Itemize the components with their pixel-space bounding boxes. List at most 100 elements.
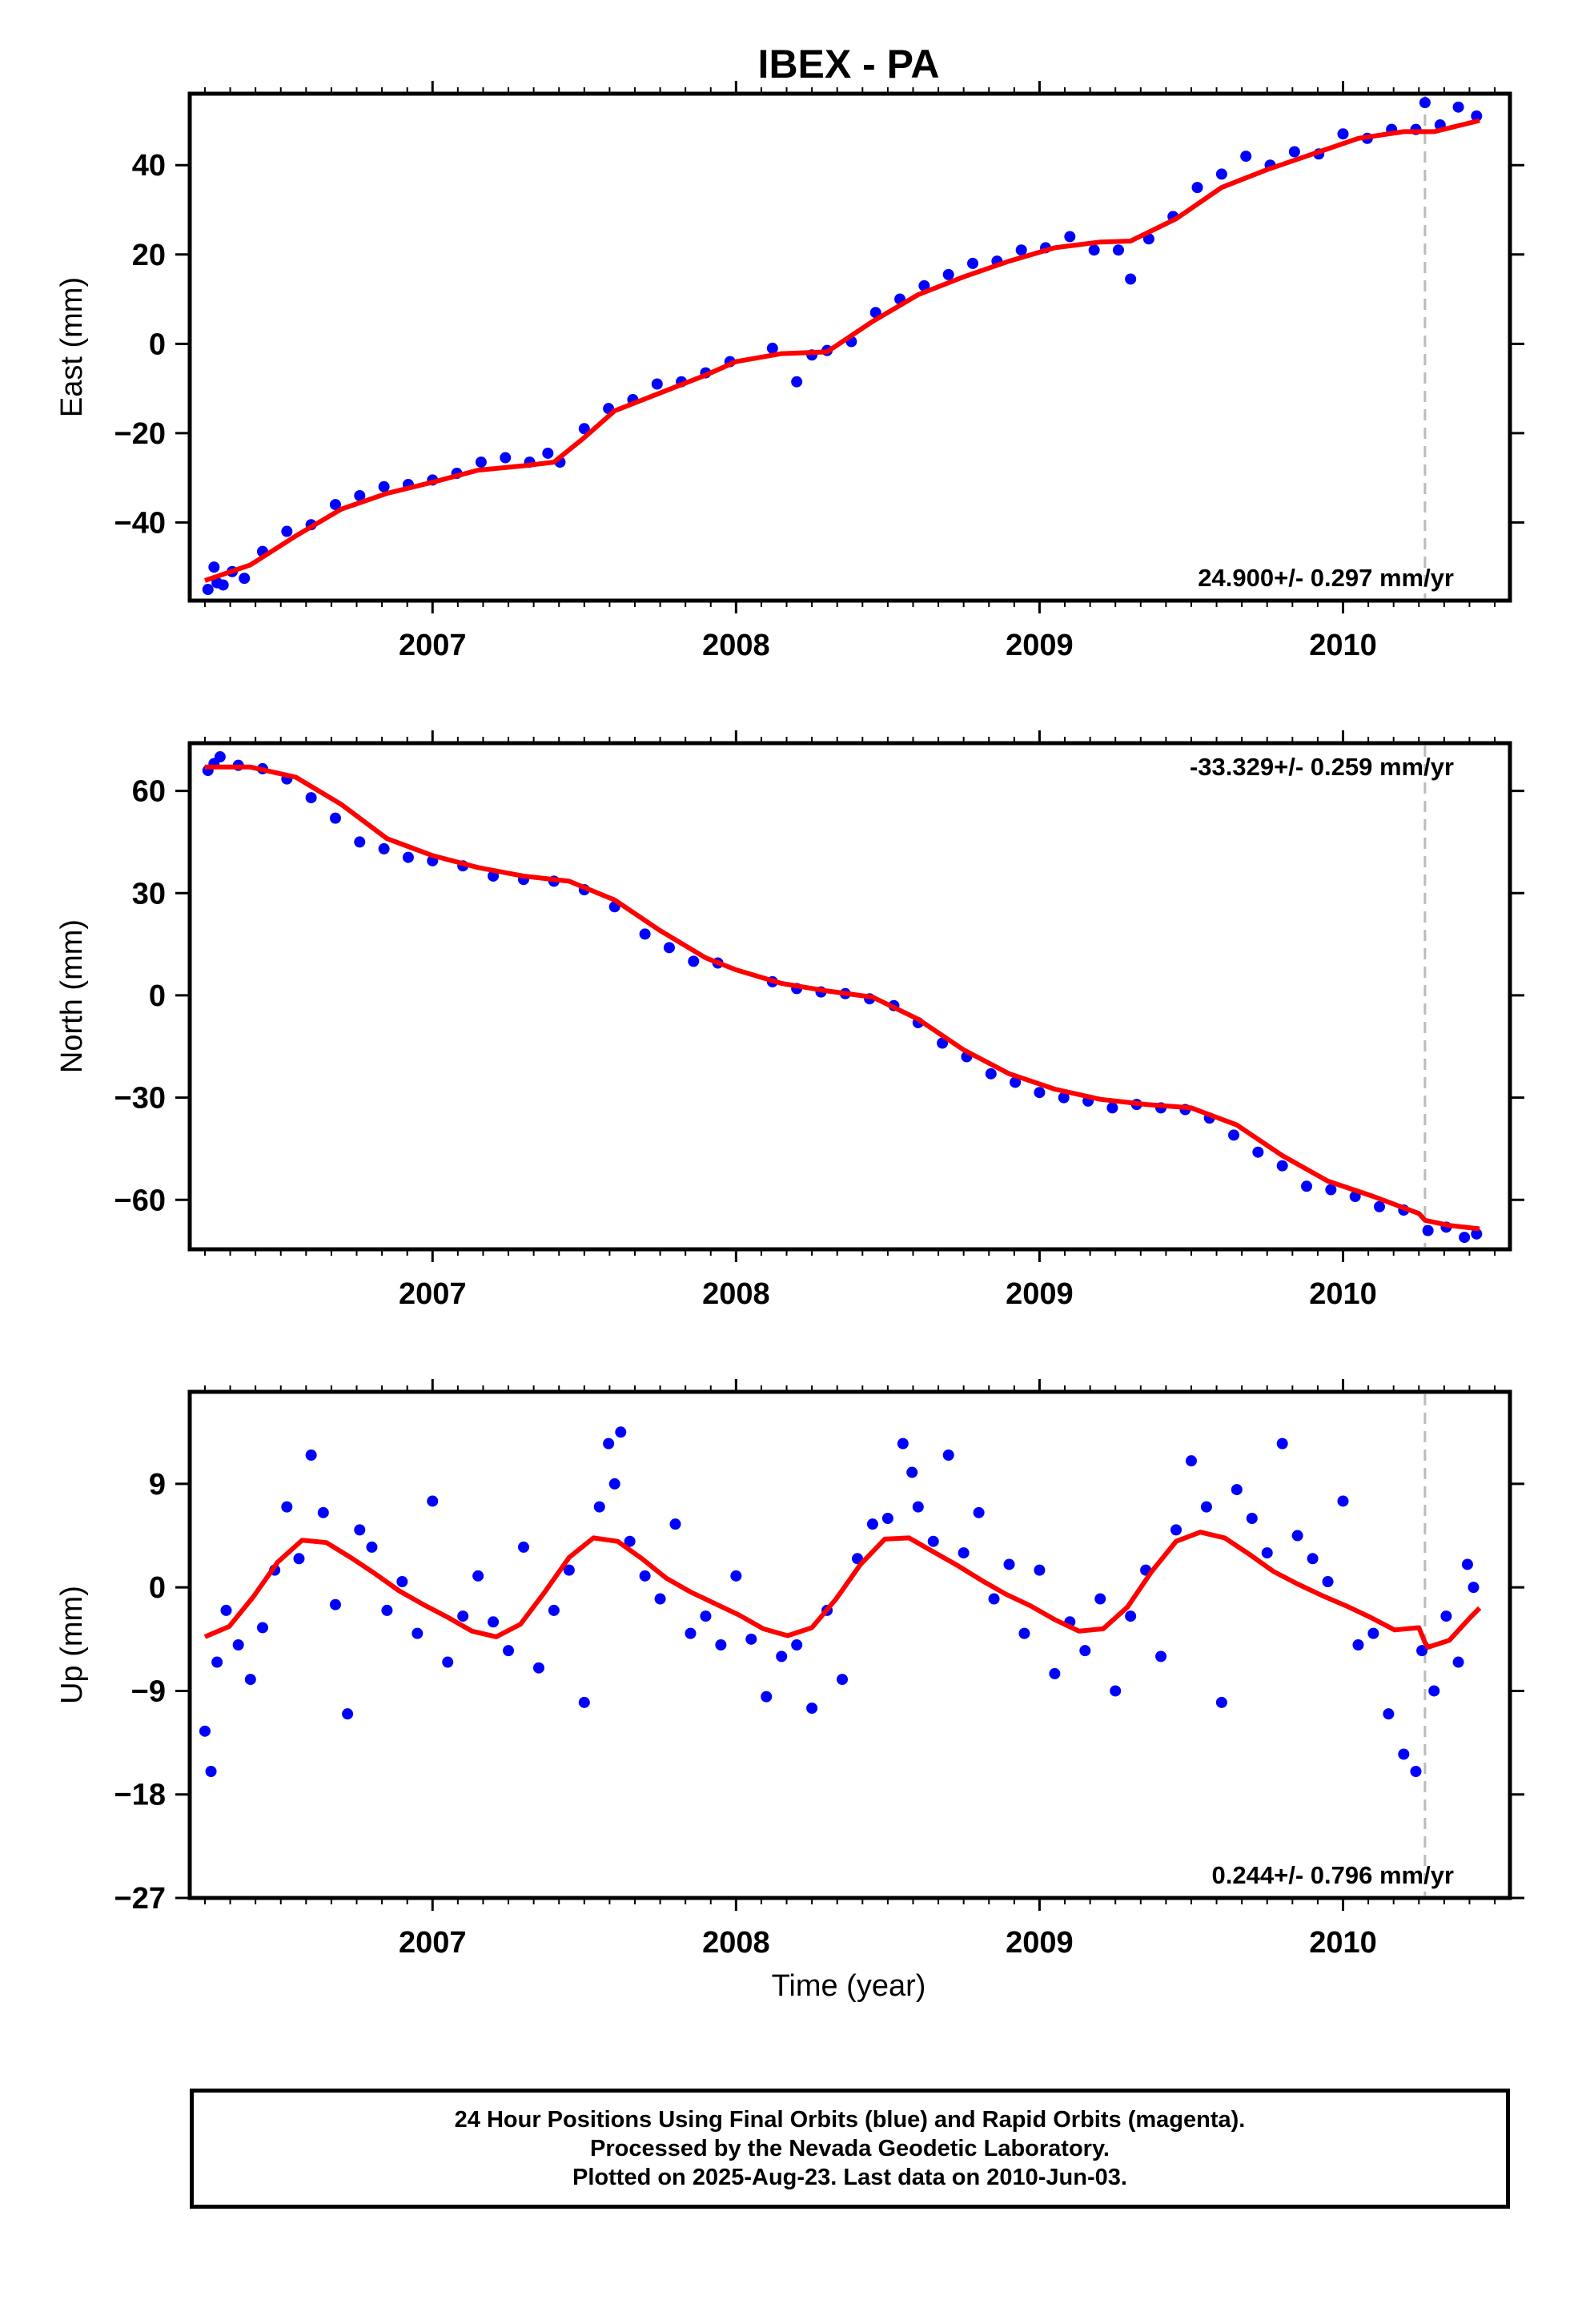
up-data-point xyxy=(381,1604,393,1616)
north-y-axis-label: North (mm) xyxy=(55,919,89,1073)
up-data-point xyxy=(256,1622,268,1634)
up-data-point xyxy=(1322,1576,1334,1587)
up-data-point xyxy=(1049,1667,1061,1679)
east-data-point xyxy=(542,447,554,459)
up-x-tick-label: 2008 xyxy=(702,1926,770,1960)
up-data-point xyxy=(244,1674,256,1686)
east-data-point xyxy=(1471,110,1483,122)
up-data-point xyxy=(603,1437,615,1449)
up-data-point xyxy=(1094,1593,1106,1605)
east-data-point xyxy=(1240,151,1252,163)
up-data-point xyxy=(745,1633,757,1645)
north-data-point xyxy=(1373,1200,1385,1212)
up-data-point xyxy=(1383,1708,1395,1720)
up-data-point xyxy=(232,1639,244,1651)
up-data-point xyxy=(205,1766,217,1777)
east-data-point xyxy=(1125,273,1137,285)
up-data-point xyxy=(503,1645,515,1657)
up-data-point xyxy=(457,1610,469,1622)
up-y-tick-label: −9 xyxy=(131,1675,166,1708)
north-data-point xyxy=(402,851,414,863)
up-data-point xyxy=(354,1524,366,1536)
chart-title: IBEX - PA xyxy=(758,42,940,86)
north-data-point xyxy=(1459,1232,1471,1244)
up-data-point xyxy=(220,1604,232,1616)
up-data-point xyxy=(1215,1696,1227,1708)
east-data-point xyxy=(1215,168,1227,180)
north-data-point xyxy=(1276,1160,1288,1172)
up-data-point xyxy=(881,1513,893,1524)
up-data-point xyxy=(1367,1627,1379,1639)
up-data-point xyxy=(317,1506,329,1518)
up-data-point xyxy=(329,1598,341,1610)
up-data-point xyxy=(837,1674,849,1686)
east-data-point xyxy=(1191,182,1203,194)
east-data-point xyxy=(942,268,954,280)
east-data-point xyxy=(651,378,663,390)
east-data-point xyxy=(1452,101,1464,113)
north-data-point xyxy=(1034,1087,1046,1099)
east-panel: 2007 2008 2009 2010 −40 −20 0 20 40 East (mm) 24.9… xyxy=(55,81,1524,662)
north-data-point xyxy=(329,812,341,824)
up-data-point xyxy=(624,1535,636,1547)
north-x-tick-label: 2007 xyxy=(399,1277,467,1311)
up-data-point xyxy=(791,1639,803,1651)
east-x-tick-label: 2010 xyxy=(1309,629,1377,662)
up-data-point xyxy=(427,1495,439,1507)
up-data-point xyxy=(593,1501,605,1513)
up-data-point xyxy=(685,1627,697,1639)
east-data-point xyxy=(1337,128,1349,140)
east-data-point xyxy=(1112,244,1124,256)
up-data-point xyxy=(1440,1610,1452,1622)
up-data-point xyxy=(563,1564,575,1576)
north-data-point xyxy=(1325,1184,1337,1196)
up-data-point xyxy=(1428,1685,1440,1697)
east-data-point xyxy=(1064,231,1076,243)
east-y-tick-label: 20 xyxy=(132,239,166,272)
east-data-point xyxy=(1419,97,1431,109)
up-data-point xyxy=(927,1535,939,1547)
north-data-point xyxy=(1228,1129,1240,1141)
east-data-point xyxy=(1288,146,1300,158)
north-data-point xyxy=(1106,1102,1118,1114)
up-data-point xyxy=(700,1610,712,1622)
up-y-axis-label: Up (mm) xyxy=(55,1586,89,1704)
up-data-point xyxy=(342,1708,354,1720)
north-data-point xyxy=(663,942,675,954)
east-data-point xyxy=(475,456,487,468)
up-data-point xyxy=(761,1691,773,1703)
up-plot-area xyxy=(199,1394,1482,1896)
up-y-tick-label: 9 xyxy=(149,1468,166,1502)
east-y-axis-label: East (mm) xyxy=(55,277,89,417)
north-y-tick-label: 30 xyxy=(132,877,166,911)
up-data-point xyxy=(532,1662,544,1674)
north-data-point xyxy=(1252,1146,1264,1158)
east-data-point xyxy=(281,525,293,537)
up-data-point xyxy=(958,1547,970,1559)
footer-line-plotted: Plotted on 2025-Aug-23. Last data on 201… xyxy=(572,2165,1127,2190)
up-y-tick-label: −27 xyxy=(114,1882,166,1916)
up-data-point xyxy=(608,1478,620,1490)
up-data-point xyxy=(669,1518,681,1530)
up-data-point xyxy=(639,1570,651,1582)
north-data-point xyxy=(305,792,317,804)
north-x-tick-label: 2010 xyxy=(1309,1277,1377,1311)
up-data-point xyxy=(1452,1656,1464,1668)
north-plot-area xyxy=(202,746,1483,1247)
north-data-point xyxy=(214,751,226,763)
up-data-point xyxy=(1231,1484,1243,1496)
up-data-point xyxy=(1155,1651,1167,1663)
north-model-curve xyxy=(205,764,1480,1232)
up-x-tick-label: 2007 xyxy=(399,1926,467,1960)
up-model-curve xyxy=(203,1530,1482,1650)
up-y-tick-label: −18 xyxy=(114,1779,166,1812)
up-data-point xyxy=(806,1703,818,1714)
up-data-point xyxy=(548,1604,560,1616)
up-data-point xyxy=(906,1466,918,1478)
up-data-point xyxy=(988,1593,1000,1605)
east-x-tick-label: 2008 xyxy=(702,629,770,662)
east-data-point xyxy=(202,584,214,596)
up-data-point xyxy=(1018,1627,1030,1639)
up-data-point xyxy=(912,1501,924,1513)
north-data-point xyxy=(985,1068,997,1080)
